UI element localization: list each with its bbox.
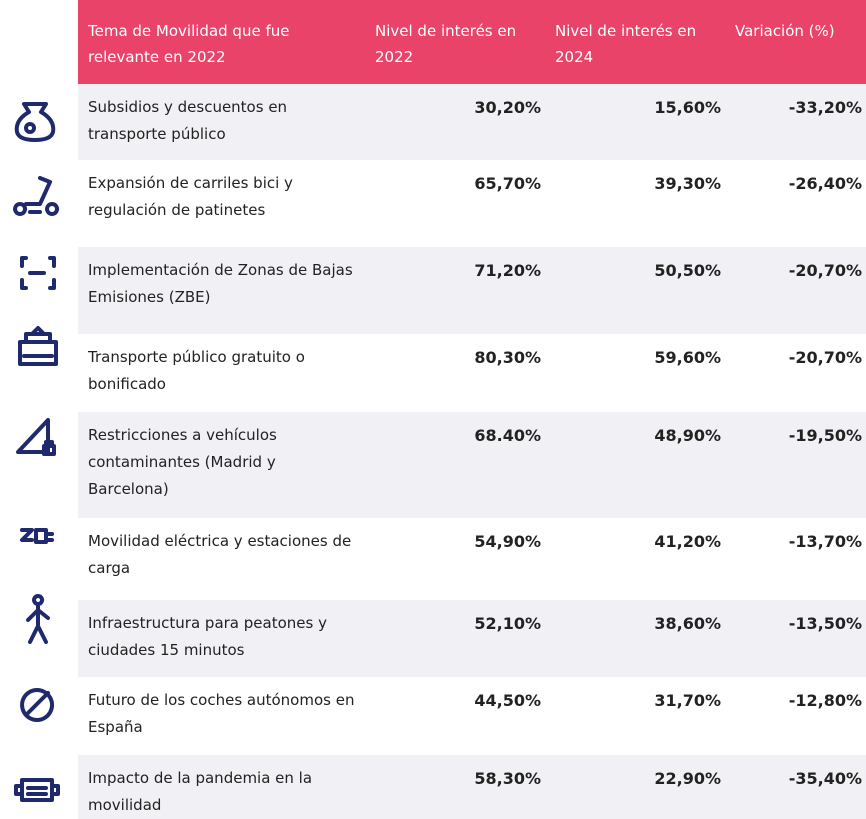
value-cell: 30,20% (365, 84, 545, 160)
icon-bag (14, 102, 56, 142)
icon-pedestrian (26, 594, 50, 644)
value-cell: -33,20% (725, 84, 866, 160)
value-cell: 58,30% (365, 755, 545, 819)
topic-cell: Futuro de los coches autónomos en España (88, 691, 355, 736)
value-cell: 22,90% (545, 755, 725, 819)
data-table: Tema de Movilidad que fue relevante en 2… (78, 0, 866, 819)
value-cell: -13,70% (788, 532, 862, 551)
header-cell: Variación (%) (725, 0, 866, 84)
topic-cell: Restricciones a vehículos contaminantes … (78, 412, 365, 518)
table-row: Impacto de la pandemia en la movilidad 58… (78, 755, 866, 819)
table-row: Infraestructura para peatones y ciudades… (78, 600, 866, 677)
icon-mask (14, 778, 60, 802)
topic-cell: Implementación de Zonas de Bajas Emision… (78, 247, 365, 334)
table-row: Futuro de los coches autónomos en España… (78, 677, 866, 755)
icon-co2 (20, 256, 56, 290)
icon-charger (20, 528, 54, 544)
value-cell: 59,60% (654, 348, 721, 367)
header-cell: Tema de Movilidad que fue relevante en 2… (78, 0, 365, 84)
value-cell: 65,70% (474, 174, 541, 193)
table-row: Restricciones a vehículos contaminantes … (78, 412, 866, 518)
table-row: Subsidios y descuentos en transporte púb… (78, 84, 866, 160)
value-cell: -20,70% (788, 348, 862, 367)
topic-cell: Infraestructura para peatones y ciudades… (78, 600, 365, 677)
value-cell: 80,30% (474, 348, 541, 367)
value-cell: 31,70% (654, 691, 721, 710)
value-cell: 15,60% (545, 84, 725, 160)
value-cell: -12,80% (788, 691, 862, 710)
topic-cell: Movilidad eléctrica y estaciones de carg… (88, 532, 352, 577)
value-cell: -26,40% (788, 174, 862, 193)
value-cell: 68.40% (365, 412, 545, 518)
table-row: Transporte público gratuito o bonificado… (78, 334, 866, 412)
table-row: Movilidad eléctrica y estaciones de carg… (78, 518, 866, 600)
value-cell: -13,50% (725, 600, 866, 677)
value-cell: -35,40% (725, 755, 866, 819)
table-row: Implementación de Zonas de Bajas Emision… (78, 247, 866, 334)
value-cell: 38,60% (545, 600, 725, 677)
icon-scooter (13, 176, 60, 216)
value-cell: 52,10% (365, 600, 545, 677)
row-icons (13, 102, 60, 802)
value-cell: 71,20% (365, 247, 545, 334)
value-cell: -19,50% (725, 412, 866, 518)
icon-restriction (16, 418, 56, 456)
header-row: Tema de Movilidad que fue relevante en 2… (78, 0, 866, 84)
topic-cell: Subsidios y descuentos en transporte púb… (78, 84, 365, 160)
topic-cell: Impacto de la pandemia en la movilidad (78, 755, 365, 819)
value-cell: 44,50% (474, 691, 541, 710)
value-cell: 39,30% (654, 174, 721, 193)
table-row: Expansión de carriles bici y regulación … (78, 160, 866, 247)
value-cell: -20,70% (725, 247, 866, 334)
table-body: Subsidios y descuentos en transporte púb… (78, 84, 866, 819)
value-cell: 54,90% (474, 532, 541, 551)
icon-no-car (20, 688, 54, 722)
value-cell: 50,50% (545, 247, 725, 334)
topic-cell: Transporte público gratuito o bonificado (88, 348, 305, 393)
topic-cell: Expansión de carriles bici y regulación … (88, 174, 293, 219)
value-cell: 48,90% (545, 412, 725, 518)
icon-ticket (18, 326, 58, 366)
header-cell: Nivel de interés en 2022 (365, 0, 545, 84)
header-cell: Nivel de interés en 2024 (545, 0, 725, 84)
value-cell: 41,20% (654, 532, 721, 551)
